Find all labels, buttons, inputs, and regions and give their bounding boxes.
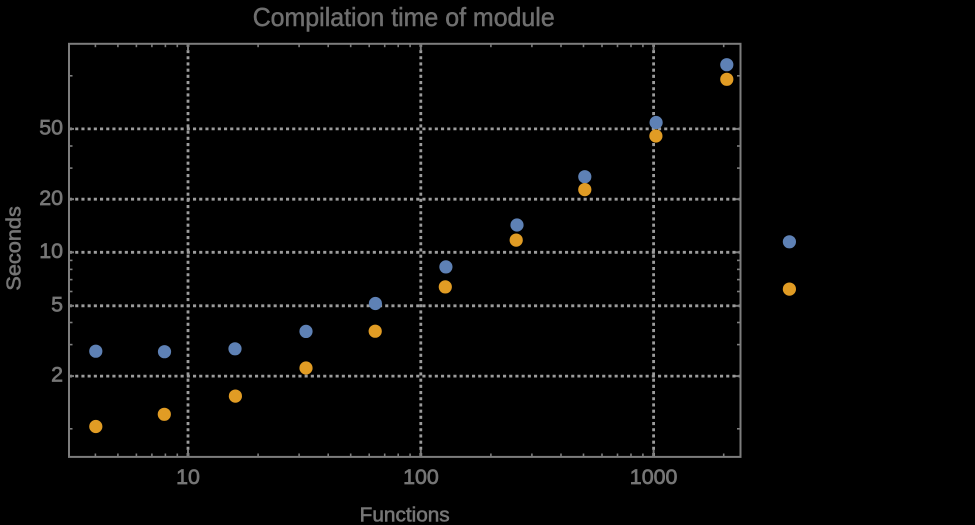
svg-text:100: 100 bbox=[403, 465, 439, 489]
svg-text:10: 10 bbox=[39, 239, 63, 263]
svg-text:10: 10 bbox=[176, 465, 200, 489]
svg-text:5: 5 bbox=[51, 292, 63, 316]
svg-text:2: 2 bbox=[51, 363, 63, 387]
svg-text:Compilation time of module: Compilation time of module bbox=[253, 2, 555, 32]
svg-text:1000: 1000 bbox=[630, 465, 678, 489]
svg-text:50: 50 bbox=[39, 116, 63, 140]
svg-text:20: 20 bbox=[39, 186, 63, 210]
svg-text:Seconds: Seconds bbox=[3, 206, 26, 291]
svg-text:Functions: Functions bbox=[360, 504, 450, 525]
